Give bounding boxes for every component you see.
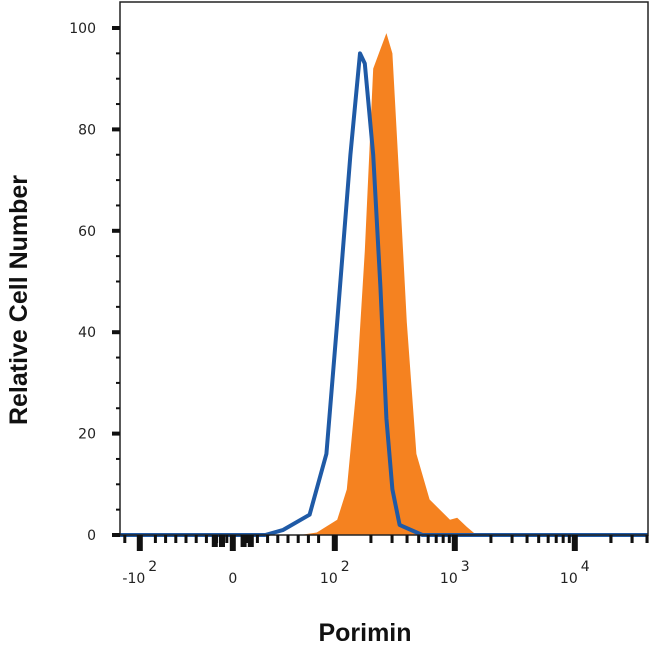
x-minor-tick xyxy=(426,535,430,543)
x-minor-tick xyxy=(123,535,127,543)
series-1-line xyxy=(120,51,648,537)
x-minor-tick xyxy=(153,535,157,543)
x-minor-tick xyxy=(405,535,409,543)
x-tick-exponent: 4 xyxy=(581,559,590,575)
x-minor-tick xyxy=(561,535,565,543)
x-minor-tick xyxy=(174,535,178,543)
x-tick-base: 10 xyxy=(320,571,338,587)
x-minor-tick xyxy=(609,535,613,543)
x-minor-tick xyxy=(567,535,571,543)
x-minor-tick xyxy=(296,535,300,543)
x-minor-tick xyxy=(441,535,445,543)
x-major-tick xyxy=(451,535,458,551)
x-minor-tick xyxy=(276,535,280,543)
x-minor-tick xyxy=(537,535,541,543)
x-minor-tick xyxy=(645,535,649,543)
y-tick-label: 20 xyxy=(78,427,96,443)
x-minor-tick xyxy=(390,535,394,543)
x-minor-tick xyxy=(447,535,451,543)
x-minor-tick xyxy=(194,535,198,543)
x-tick-exponent: 2 xyxy=(341,559,350,575)
x-minor-tick xyxy=(317,535,321,543)
x-tick-base: 0 xyxy=(228,571,237,587)
series-0-filled-area xyxy=(300,33,477,535)
y-tick-label: 60 xyxy=(78,224,96,240)
x-minor-tick xyxy=(369,535,373,543)
y-tick-label: 40 xyxy=(78,325,96,341)
x-minor-tick xyxy=(489,535,493,543)
x-minor-tick xyxy=(219,535,225,547)
x-tick-base: -10 xyxy=(122,571,145,587)
x-tick-base: 10 xyxy=(440,571,458,587)
x-minor-tick xyxy=(211,535,218,547)
plot-frame xyxy=(119,1,649,536)
y-tick-label: 100 xyxy=(69,21,96,37)
x-minor-tick xyxy=(510,535,514,543)
y-tick-label: 80 xyxy=(78,122,96,138)
y-axis-title: Relative Cell Number xyxy=(5,175,33,425)
x-minor-tick xyxy=(225,535,229,543)
x-minor-tick xyxy=(245,535,249,543)
x-major-tick xyxy=(331,535,338,551)
x-minor-tick xyxy=(204,535,208,543)
x-minor-tick xyxy=(554,535,558,543)
x-major-tick xyxy=(571,535,578,551)
x-tick-label: 0 xyxy=(228,571,237,587)
x-minor-tick xyxy=(247,535,254,547)
x-minor-tick xyxy=(286,535,290,543)
x-minor-tick xyxy=(164,535,168,543)
ticks-layer xyxy=(112,26,649,551)
x-minor-tick xyxy=(525,535,529,543)
x-tick-label: -102 xyxy=(122,559,157,587)
x-minor-tick xyxy=(184,535,188,543)
x-tick-exponent: 3 xyxy=(461,559,470,575)
x-minor-tick xyxy=(546,535,550,543)
x-minor-tick xyxy=(434,535,438,543)
x-minor-tick xyxy=(417,535,421,543)
y-tick-label: 0 xyxy=(87,528,96,544)
series-layer xyxy=(120,33,648,537)
x-tick-exponent: 2 xyxy=(148,559,157,575)
x-tick-label: 103 xyxy=(440,559,470,587)
x-tick-label: 104 xyxy=(560,559,590,587)
x-minor-tick xyxy=(630,535,634,543)
x-minor-tick xyxy=(240,535,247,547)
x-tick-label: 102 xyxy=(320,559,350,587)
x-major-tick xyxy=(136,535,143,551)
x-minor-tick xyxy=(306,535,310,543)
x-minor-tick xyxy=(255,535,259,543)
x-axis-title: Porimin xyxy=(318,619,411,647)
x-major-tick xyxy=(229,535,236,551)
x-minor-tick xyxy=(266,535,270,543)
x-tick-base: 10 xyxy=(560,571,578,587)
